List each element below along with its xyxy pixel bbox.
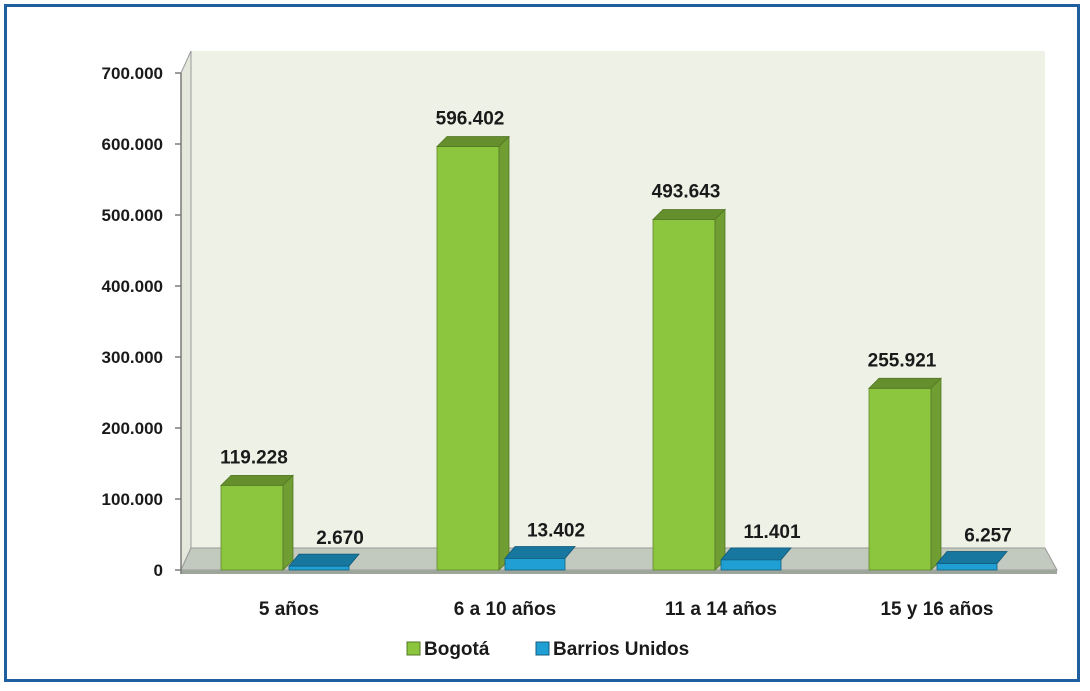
- floor-edge: [181, 570, 1057, 574]
- bar-barrios-unidos-top: [936, 551, 1008, 564]
- legend-item: Bogotá: [406, 639, 490, 660]
- bar-bogota-top: [220, 474, 294, 486]
- bar-bogota-top: [436, 136, 510, 147]
- bar-bogota: [436, 135, 510, 571]
- y-tick-label: 100.000: [102, 490, 163, 509]
- y-tick-label: 0: [154, 561, 163, 580]
- bar-bogota-front: [220, 484, 284, 571]
- bar-bogota-side: [714, 208, 726, 571]
- chart-floor: [180, 547, 1058, 574]
- x-tick-label: 5 años: [259, 599, 319, 620]
- bar-bogota: [220, 474, 294, 571]
- bar-barrios-unidos-front: [288, 565, 350, 571]
- data-labels: 119.228 2.670 596.402 13.402 493.643 11.401 25…: [220, 109, 1012, 550]
- data-label-bogota: 119.228: [220, 447, 288, 468]
- bar-barrios-unidos: [936, 551, 1008, 571]
- bar-bogota-side: [282, 474, 294, 571]
- y-tick-label: 500.000: [102, 206, 163, 225]
- x-tick-label: 15 y 16 años: [880, 599, 993, 620]
- data-label-barrios-unidos: 13.402: [527, 520, 585, 541]
- bar-bogota-front: [436, 146, 500, 571]
- bar-chart: 0 100.000 200.000 300.000 400.000 500.000 600.…: [102, 50, 1058, 660]
- y-axis: 0 100.000 200.000 300.000 400.000 500.000 600.…: [102, 64, 182, 580]
- bar-bogota: [652, 208, 726, 571]
- side-wall-panel: [180, 50, 192, 571]
- bar-barrios-unidos-front: [936, 563, 998, 571]
- bar-barrios-unidos-top: [288, 553, 360, 567]
- y-tick-label: 600.000: [102, 135, 163, 154]
- y-tick-label: 700.000: [102, 64, 163, 83]
- bar-barrios-unidos-front: [504, 558, 566, 571]
- bar-bogota-front: [652, 219, 716, 571]
- bar-barrios-unidos: [504, 546, 576, 571]
- bars: [220, 135, 1008, 571]
- bar-bogota-side: [930, 377, 942, 571]
- bar-barrios-unidos-front: [720, 559, 782, 571]
- y-tick-label: 200.000: [102, 419, 163, 438]
- bar-bogota-top: [868, 377, 942, 389]
- data-label-barrios-unidos: 2.670: [316, 528, 364, 549]
- data-label-bogota: 255.921: [868, 350, 937, 371]
- legend-swatch: [406, 641, 421, 656]
- bar-bogota: [868, 377, 942, 571]
- y-tick-label: 400.000: [102, 277, 163, 296]
- bar-barrios-unidos: [720, 547, 792, 571]
- chart-frame: 0 100.000 200.000 300.000 400.000 500.000 600.…: [4, 4, 1080, 682]
- bar-barrios-unidos: [288, 553, 360, 571]
- data-label-bogota: 493.643: [652, 182, 721, 203]
- legend-item: Barrios Unidos: [535, 639, 689, 660]
- bar-bogota-top: [652, 209, 726, 220]
- data-label-barrios-unidos: 6.257: [964, 526, 1012, 547]
- data-label-barrios-unidos: 11.401: [743, 522, 800, 543]
- legend-label: Bogotá: [424, 639, 490, 660]
- bar-bogota-front: [868, 387, 932, 571]
- data-label-bogota: 596.402: [436, 109, 505, 130]
- legend: Bogotá Barrios Unidos: [406, 639, 689, 660]
- x-axis: 5 años 6 a 10 años 11 a 14 años 15 y 16 año…: [259, 599, 994, 620]
- y-tick-label: 300.000: [102, 348, 163, 367]
- x-tick-label: 11 a 14 años: [665, 599, 777, 620]
- bar-bogota-side: [498, 135, 510, 571]
- x-tick-label: 6 a 10 años: [454, 599, 556, 620]
- legend-label: Barrios Unidos: [553, 639, 689, 660]
- chart-back-wall: [180, 50, 1045, 571]
- legend-swatch: [535, 641, 550, 656]
- bar-barrios-unidos-top: [720, 547, 792, 561]
- back-wall-panel: [191, 51, 1045, 548]
- bar-barrios-unidos-top: [504, 546, 576, 559]
